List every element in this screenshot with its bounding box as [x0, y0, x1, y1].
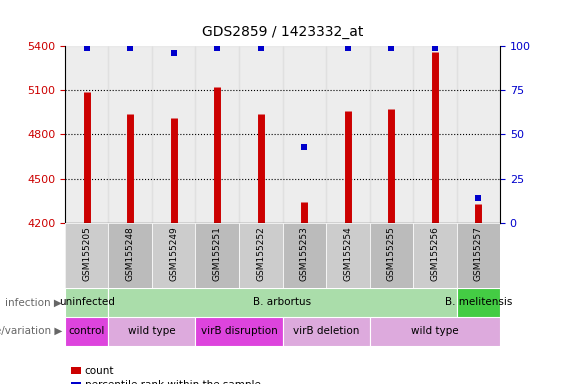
Bar: [65, 288, 108, 317]
Bar: [282, 46, 326, 223]
Text: virB disruption: virB disruption: [201, 326, 277, 336]
Text: percentile rank within the sample: percentile rank within the sample: [85, 380, 260, 384]
Bar: [65, 46, 108, 223]
Bar: [239, 46, 282, 223]
Bar: [65, 223, 108, 288]
Text: virB deletion: virB deletion: [293, 326, 359, 336]
Bar: [457, 46, 500, 223]
Text: wild type: wild type: [411, 326, 459, 336]
Bar: [195, 317, 282, 346]
Text: GSM155255: GSM155255: [387, 226, 396, 281]
Bar: [65, 317, 108, 346]
Text: genotype/variation ▶: genotype/variation ▶: [0, 326, 62, 336]
Bar: [108, 317, 195, 346]
Bar: [195, 223, 239, 288]
Text: uninfected: uninfected: [59, 297, 115, 308]
Text: GSM155205: GSM155205: [82, 226, 91, 281]
Bar: [370, 223, 413, 288]
Bar: [195, 46, 239, 223]
Bar: [326, 223, 370, 288]
Bar: [326, 46, 370, 223]
Bar: [282, 317, 370, 346]
Bar: [282, 223, 326, 288]
Bar: [370, 46, 413, 223]
Text: GSM155251: GSM155251: [213, 226, 221, 281]
Bar: [152, 223, 195, 288]
Text: GSM155256: GSM155256: [431, 226, 439, 281]
Text: GSM155253: GSM155253: [300, 226, 308, 281]
Text: infection ▶: infection ▶: [5, 297, 62, 308]
Text: control: control: [68, 326, 105, 336]
Bar: [370, 317, 500, 346]
Text: GSM155257: GSM155257: [474, 226, 483, 281]
Bar: [152, 46, 195, 223]
Bar: [457, 288, 500, 317]
Bar: [413, 46, 457, 223]
Bar: [108, 223, 152, 288]
Bar: [239, 223, 282, 288]
Text: GSM155249: GSM155249: [170, 226, 178, 281]
Text: count: count: [85, 366, 114, 376]
Text: B. arbortus: B. arbortus: [254, 297, 311, 308]
Bar: [108, 46, 152, 223]
Bar: [108, 288, 457, 317]
Text: GSM155248: GSM155248: [126, 226, 134, 281]
Text: wild type: wild type: [128, 326, 176, 336]
Text: GSM155254: GSM155254: [344, 226, 352, 281]
Text: GDS2859 / 1423332_at: GDS2859 / 1423332_at: [202, 25, 363, 39]
Bar: [457, 223, 500, 288]
Bar: [413, 223, 457, 288]
Text: GSM155252: GSM155252: [257, 226, 265, 281]
Text: B. melitensis: B. melitensis: [445, 297, 512, 308]
